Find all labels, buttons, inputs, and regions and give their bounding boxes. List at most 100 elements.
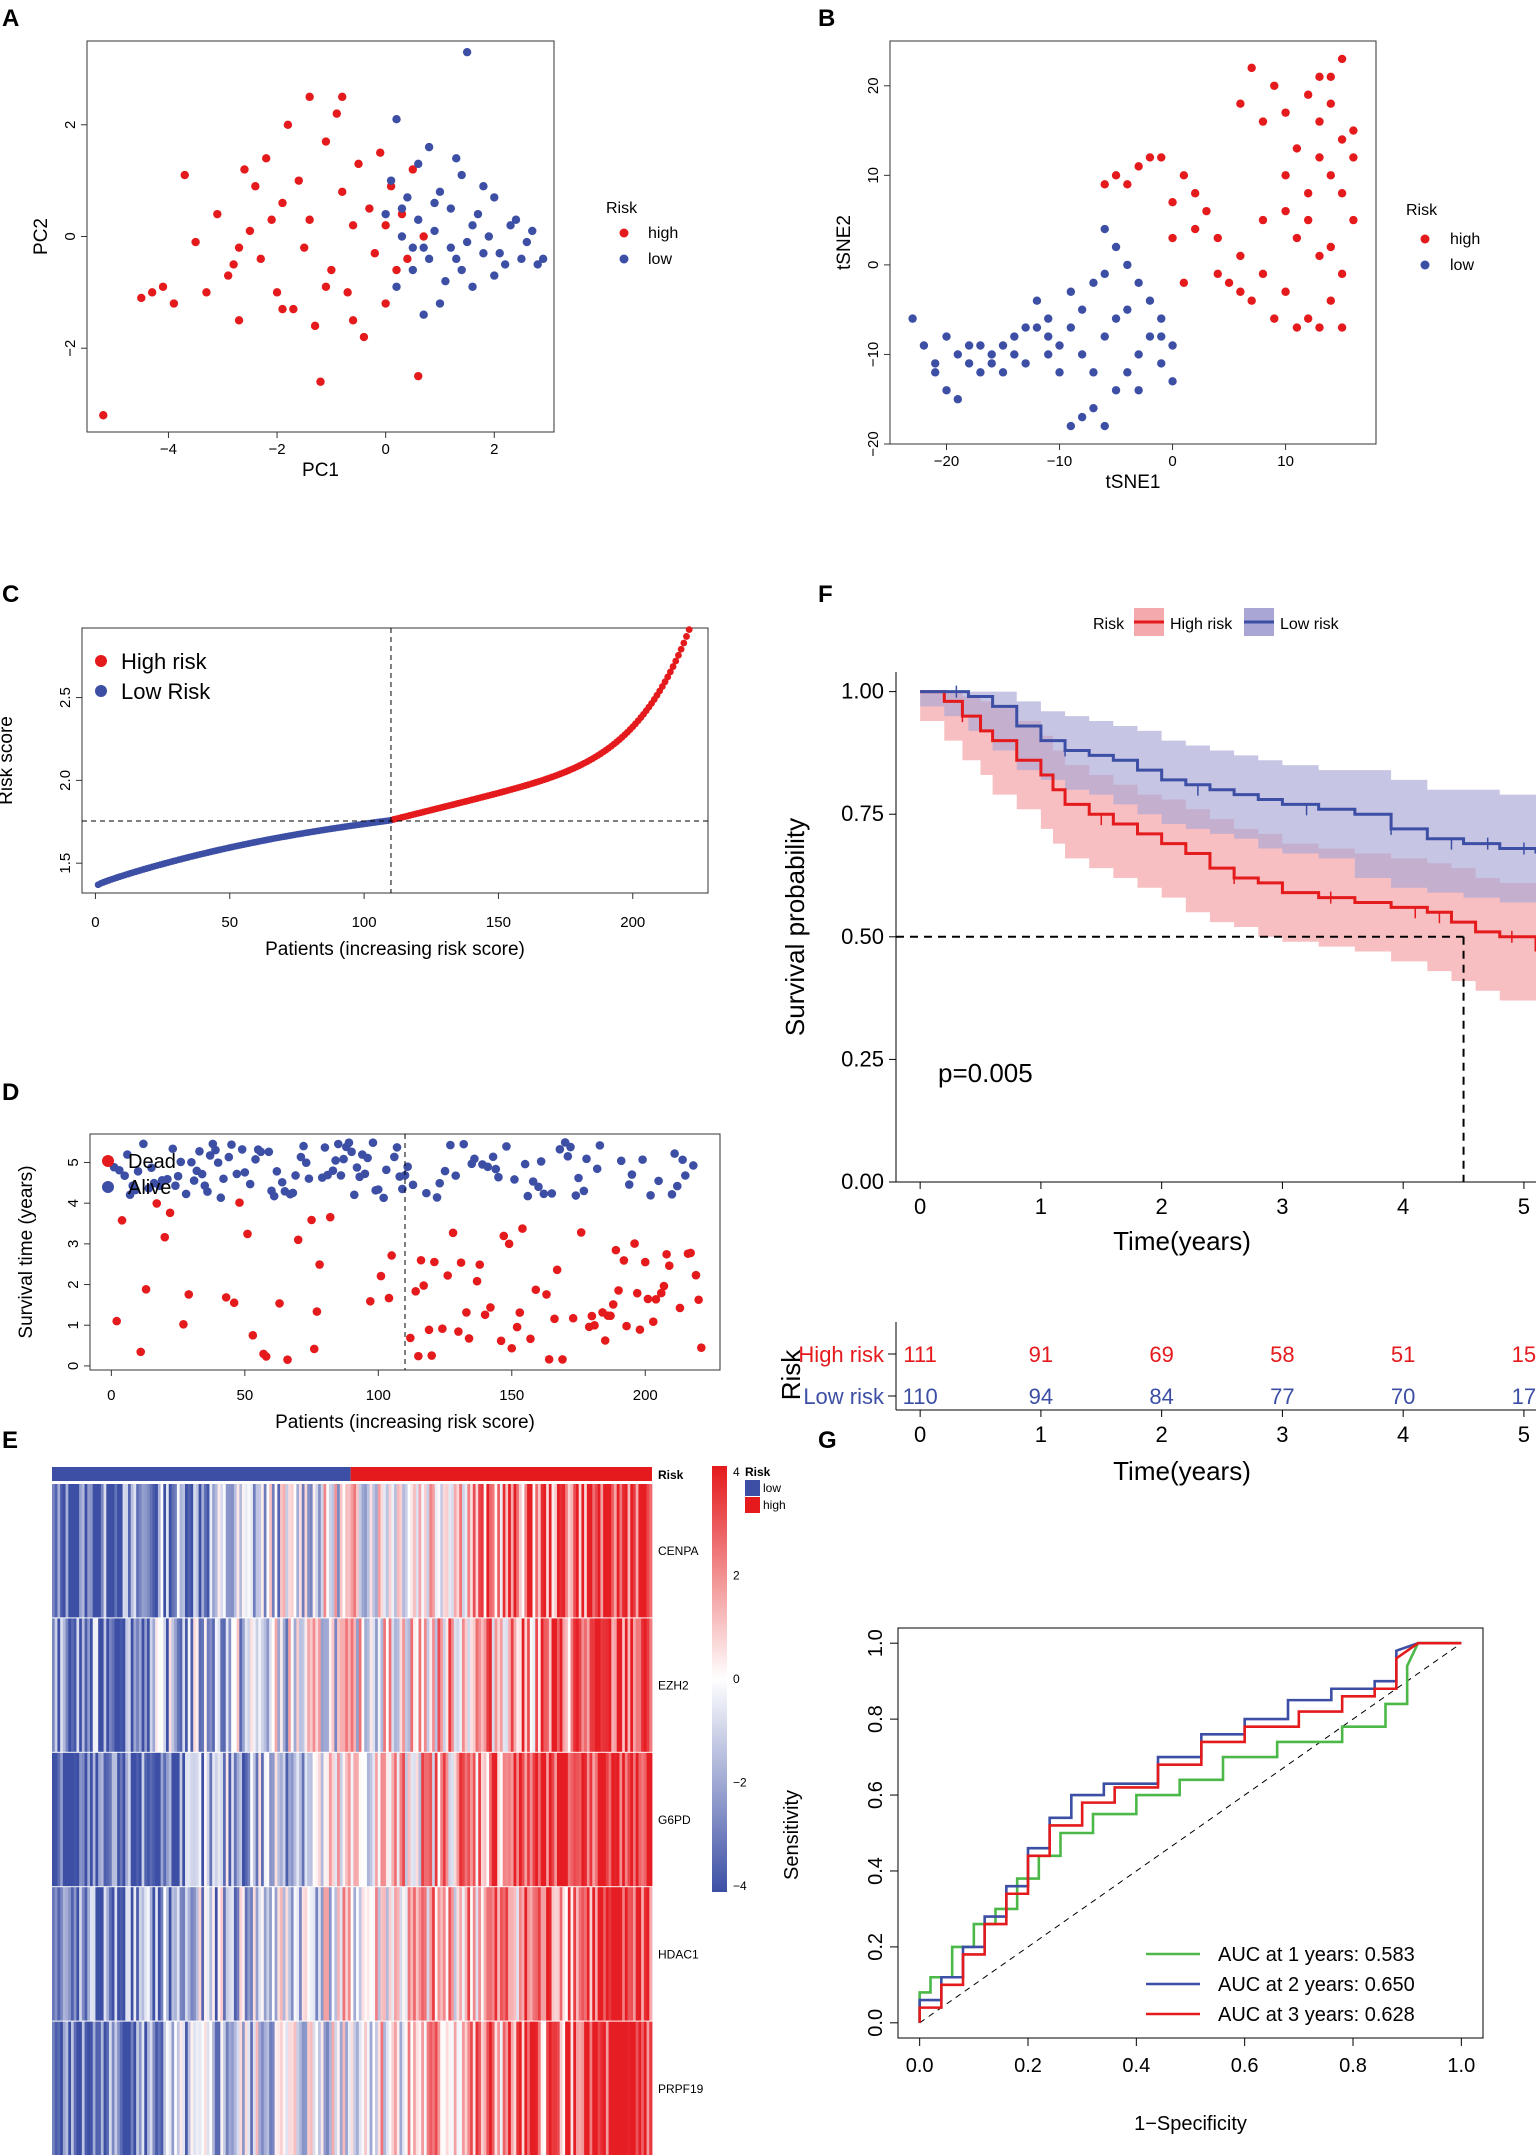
heatmap-cell: [643, 1484, 647, 1618]
heatmap-cell: [236, 1484, 240, 1618]
heatmap-cell: [554, 1887, 558, 2021]
heatmap-cell: [483, 1484, 487, 1618]
heatmap-cell: [223, 1887, 227, 2021]
heatmap-cell: [641, 1887, 645, 2021]
heatmap-cell: [475, 1752, 479, 1887]
heatmap-cell: [508, 1618, 512, 1752]
point-low: [1010, 350, 1019, 359]
heatmap-cell: [570, 1484, 574, 1618]
heatmap-cell: [79, 1887, 83, 2021]
heatmap-cell: [176, 1484, 181, 1618]
point-low: [419, 243, 428, 252]
heatmap-cell: [399, 1752, 403, 1887]
heatmap-cell: [337, 1752, 341, 1887]
point-alive: [205, 1151, 215, 1160]
heatmap-cell: [339, 1484, 343, 1618]
heatmap-cell: [206, 2021, 210, 2155]
point-alive: [520, 1159, 530, 1169]
heatmap-cell: [548, 1752, 552, 1887]
heatmap-cell: [168, 1618, 172, 1752]
point-low: [998, 341, 1008, 350]
heatmap-cell: [193, 1752, 197, 1887]
point-low: [397, 204, 407, 213]
heatmap-cell: [109, 1618, 113, 1752]
point-alive: [349, 1190, 359, 1200]
panel-g-roc-curve: 0.0 0.2 0.4 0.6 0.8 1.00.00.20.40.60.81.01−Sp…: [781, 1627, 1484, 2135]
heatmap-cell: [556, 2021, 561, 2155]
heatmap-cell: [589, 2021, 593, 2155]
heatmap-cell: [423, 1752, 428, 1887]
heatmap-cell: [483, 1887, 487, 2021]
heatmap-cell: [383, 1887, 387, 2021]
point-alive: [459, 1139, 469, 1149]
heatmap-cell: [133, 2021, 137, 2155]
heatmap-cell: [277, 1618, 281, 1752]
point-alive: [163, 1174, 172, 1184]
heatmap-cell: [114, 1752, 118, 1887]
point-low: [942, 332, 951, 341]
point-dead: [165, 1208, 175, 1218]
heatmap-cell: [402, 1484, 406, 1618]
point-alive: [333, 1139, 343, 1149]
heatmap-cell: [646, 2021, 650, 2155]
point-low: [1157, 359, 1166, 368]
heatmap-cell: [217, 1752, 221, 1887]
y-tick-label: 0.8: [865, 1705, 887, 1733]
heatmap-cell: [516, 1484, 520, 1618]
gene-label-prpf19: PRPF19: [658, 2082, 704, 2096]
heatmap-cell: [166, 1484, 170, 1618]
heatmap-cell: [467, 1752, 471, 1887]
heatmap-cell: [209, 1618, 213, 1752]
heatmap-cell: [320, 1484, 324, 1618]
heatmap-cell: [136, 1484, 140, 1618]
heatmap-cell: [62, 2021, 66, 2155]
point-low: [1077, 305, 1087, 314]
point-high: [1123, 180, 1132, 189]
point-alive: [211, 1145, 220, 1155]
heatmap-cell: [594, 1618, 599, 1752]
y-tick-label: 0.00: [841, 1169, 884, 1194]
heatmap-cell: [128, 1618, 132, 1752]
heatmap-cell: [353, 2021, 357, 2155]
heatmap-cell: [312, 1484, 316, 1618]
heatmap-cell: [258, 2021, 262, 2155]
heatmap-cell: [532, 2021, 536, 2155]
x-axis-label: Time(years): [1113, 1226, 1251, 1256]
legend-label-high: high: [648, 225, 678, 242]
heatmap-cell: [239, 1618, 243, 1752]
panel-e-heatmap: RiskCENPAEZH2G6PDHDAC1PRPF19420−2−4Riskl…: [52, 1465, 786, 2155]
heatmap-cell: [573, 2021, 577, 2155]
heatmap-cell: [261, 1484, 265, 1618]
heatmap-cell: [307, 1484, 311, 1618]
heatmap-cell: [649, 1887, 653, 2021]
gene-label-hdac1: HDAC1: [658, 1947, 699, 1961]
heatmap-cell: [372, 1484, 376, 1618]
heatmap-cell: [111, 1752, 115, 1887]
heatmap-cell: [288, 1752, 292, 1887]
heatmap-cell: [475, 1618, 479, 1752]
heatmap-cell: [242, 1484, 246, 1618]
heatmap-cell: [475, 1484, 479, 1618]
point-alive: [592, 1164, 602, 1174]
heatmap-cell: [567, 1887, 571, 2021]
heatmap-cell: [559, 1752, 563, 1887]
point-alive: [390, 1152, 399, 1162]
heatmap-cell: [71, 1618, 75, 1752]
heatmap-cell: [160, 1618, 164, 1752]
heatmap-cell: [603, 1887, 607, 2021]
point-dead: [691, 1270, 701, 1280]
heatmap-cell: [415, 1887, 419, 2021]
legend-swatch-low: [745, 1480, 760, 1496]
heatmap-cell: [584, 2021, 588, 2155]
heatmap-cell: [432, 1484, 436, 1618]
point-dead: [486, 1303, 495, 1312]
point-alive: [339, 1154, 348, 1164]
heatmap-cell: [90, 1752, 94, 1887]
point-high: [1303, 90, 1313, 99]
heatmap-cell: [109, 1887, 113, 2021]
heatmap-cell: [426, 1618, 430, 1752]
point-alive: [232, 1169, 242, 1179]
point-low: [1100, 269, 1109, 279]
heatmap-cell: [611, 2021, 615, 2155]
